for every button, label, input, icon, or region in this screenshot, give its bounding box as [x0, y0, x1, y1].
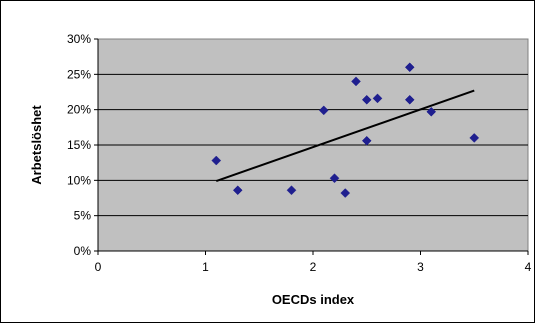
y-tick-label: 25%	[67, 67, 91, 81]
y-axis-title: Arbetslöshet	[29, 105, 44, 185]
data-point	[211, 155, 222, 166]
data-point	[404, 94, 415, 105]
x-axis-title: OECDs index	[272, 292, 355, 307]
x-tick-label: 4	[525, 260, 532, 274]
trendline	[215, 89, 475, 182]
data-point	[426, 106, 437, 117]
x-tick-labels: 0 1 2 3 4	[95, 260, 532, 274]
data-point	[232, 185, 243, 196]
x-tick-label: 3	[417, 260, 424, 274]
y-tick-labels: 0% 5% 10% 15% 20% 25% 30%	[67, 32, 91, 258]
y-tick-label: 20%	[67, 103, 91, 117]
data-points	[211, 62, 480, 198]
data-point	[372, 93, 383, 104]
x-tick-label: 1	[202, 260, 209, 274]
y-tick-label: 5%	[74, 209, 92, 223]
data-point	[340, 188, 351, 198]
data-point	[361, 94, 372, 105]
data-point	[469, 133, 480, 143]
y-tick-label: 15%	[67, 138, 91, 152]
gridlines	[94, 38, 529, 255]
y-tick-label: 0%	[74, 244, 92, 258]
data-point	[318, 105, 329, 116]
trendline-layer	[215, 89, 475, 182]
x-tick-label: 0	[95, 260, 102, 274]
data-point	[329, 173, 340, 184]
data-point	[404, 62, 415, 73]
y-tick-label: 30%	[67, 32, 91, 46]
y-tick-label: 10%	[67, 173, 91, 187]
data-point	[351, 76, 361, 87]
data-point	[361, 135, 372, 146]
data-point	[286, 185, 297, 196]
x-tick-label: 2	[310, 260, 317, 274]
